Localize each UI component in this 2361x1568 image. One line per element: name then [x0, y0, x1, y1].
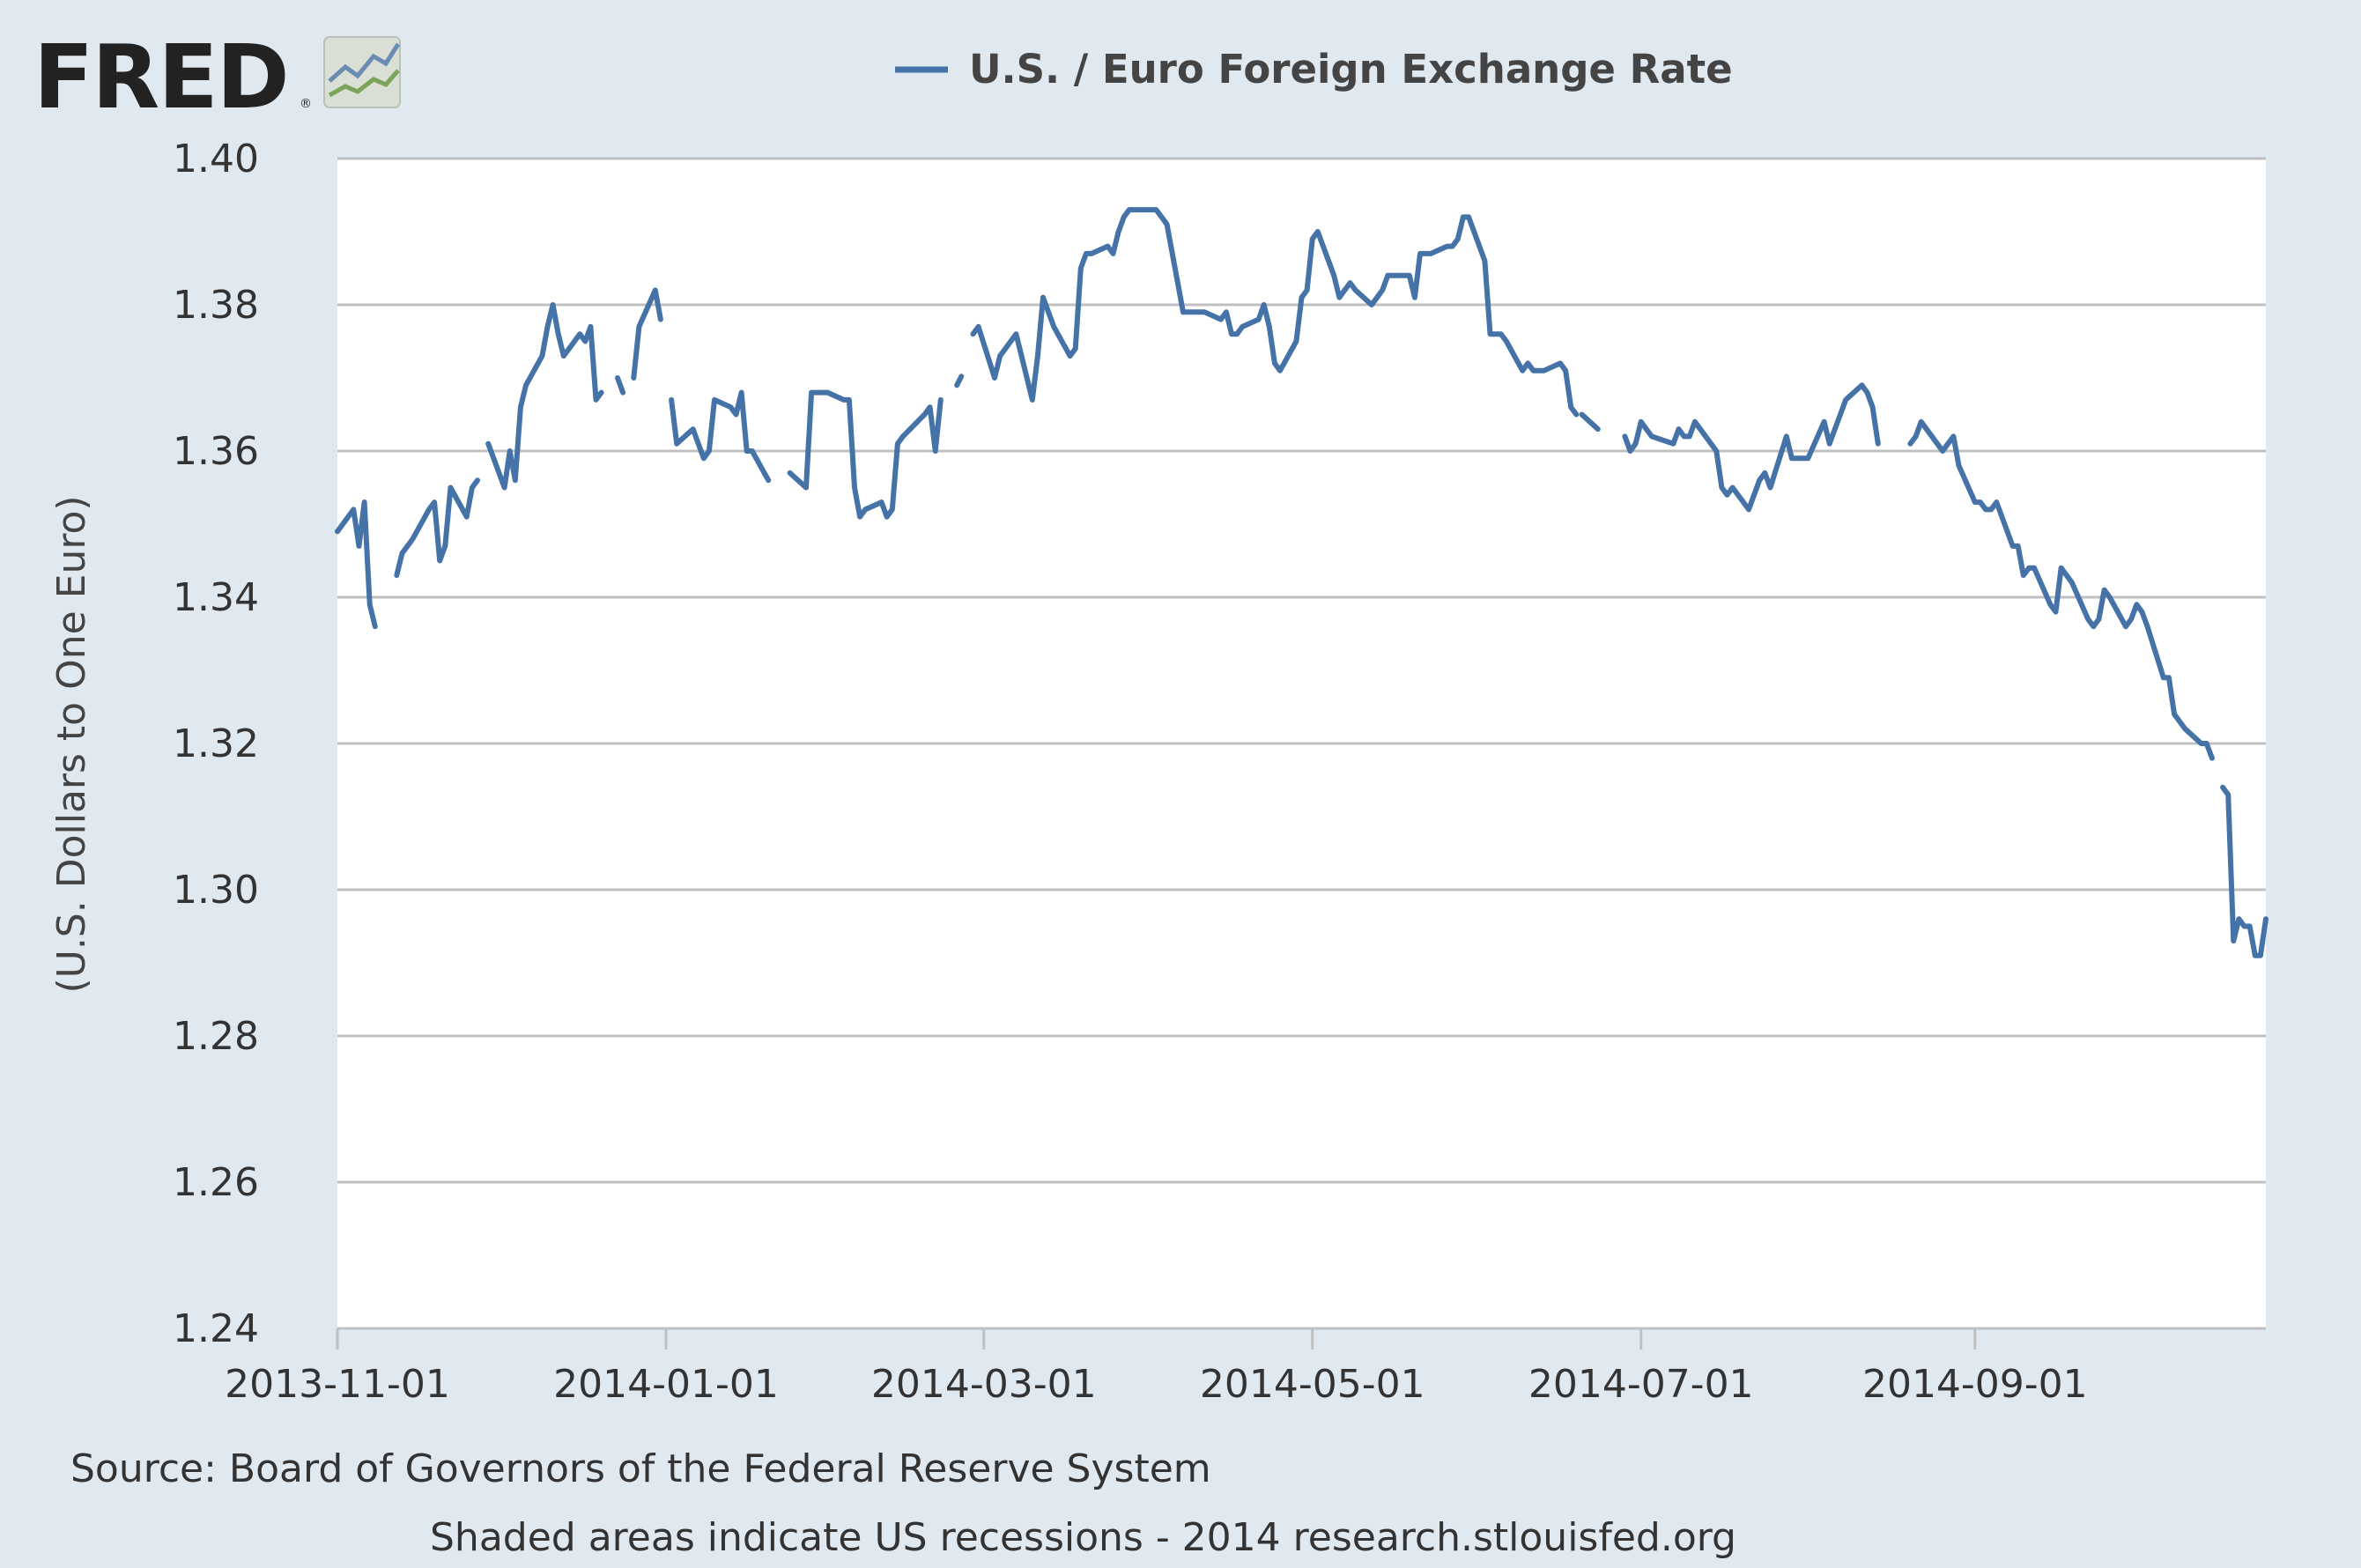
- series-segment: [335, 499, 378, 630]
- series-segment: [787, 389, 944, 520]
- y-axis-label: (U.S. Dollars to One Euro): [49, 495, 94, 993]
- series-segment: [394, 477, 480, 579]
- y-tick-label: 1.34: [173, 575, 259, 620]
- registered-mark: ®: [300, 97, 312, 111]
- title-text: U.S. / Euro Foreign Exchange Rate: [969, 46, 1733, 92]
- series-segment: [970, 207, 1580, 418]
- y-tick-label: 1.32: [173, 721, 259, 766]
- series-segment: [615, 375, 626, 396]
- y-tick-label: 1.30: [173, 868, 259, 913]
- series-line: [335, 207, 2268, 958]
- x-tick-label: 2014-01-01: [553, 1362, 779, 1407]
- series-segment: [1907, 418, 2215, 761]
- series-segment: [485, 302, 604, 491]
- x-tick-label: 2014-05-01: [1200, 1362, 1425, 1407]
- y-tick-label: 1.36: [173, 429, 259, 474]
- fred-logo: FRED ®: [33, 26, 401, 129]
- x-tick-label: 2014-03-01: [871, 1362, 1097, 1407]
- y-tick-label: 1.40: [173, 137, 259, 181]
- x-tick-label: 2013-11-01: [225, 1362, 450, 1407]
- series-segment: [631, 287, 663, 381]
- source-note: Source: Board of Governors of the Federa…: [70, 1446, 1211, 1491]
- chart-title: U.S. / Euro Foreign Exchange Rate: [895, 46, 1733, 92]
- series-segment: [1622, 382, 1881, 513]
- series-segment: [1579, 411, 1601, 433]
- series-segment: [669, 389, 772, 484]
- y-tick-label: 1.38: [173, 283, 259, 328]
- logo-text: FRED: [33, 26, 288, 129]
- x-axis-ticks: 2013-11-01 2014-01-01 2014-03-01 2014-05-01…: [225, 1327, 2266, 1407]
- logo-chart-icon: [323, 36, 401, 108]
- recession-footnote: Shaded areas indicate US recessions - 20…: [430, 1515, 1736, 1560]
- x-tick-label: 2014-07-01: [1528, 1362, 1754, 1407]
- y-tick-label: 1.24: [173, 1306, 259, 1351]
- x-tick-label: 2014-09-01: [1862, 1362, 2088, 1407]
- y-axis-ticks: 1.40 1.38 1.36 1.34 1.32 1.30 1.28 1.26 1.24: [173, 137, 259, 1351]
- series-segment: [2220, 784, 2268, 958]
- series-segment: [954, 374, 965, 388]
- y-tick-label: 1.28: [173, 1014, 259, 1059]
- y-tick-label: 1.26: [173, 1160, 259, 1205]
